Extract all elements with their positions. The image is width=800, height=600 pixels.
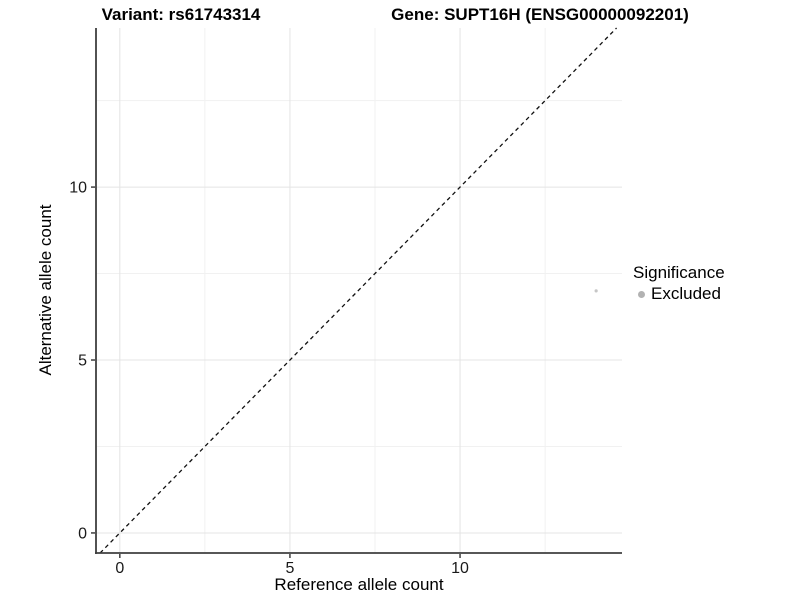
legend-item-label: Excluded (651, 284, 721, 303)
x-tick-label: 10 (451, 560, 469, 577)
identity-line (99, 27, 618, 554)
y-tick-label: 10 (69, 180, 87, 197)
x-axis-title: Reference allele count (274, 575, 444, 594)
y-tick-label: 0 (78, 525, 87, 542)
legend: Significance Excluded (633, 263, 725, 304)
legend-item: Excluded (638, 284, 725, 304)
x-tick-label: 0 (115, 560, 124, 577)
y-tick-label: 5 (78, 353, 87, 370)
legend-point-swatch (638, 290, 645, 298)
legend-title: Significance (633, 263, 725, 282)
legend-items: Excluded (633, 284, 725, 304)
plot-title-variant: Variant: rs61743314 (101, 5, 261, 24)
x-tick-label: 5 (285, 560, 294, 577)
y-axis-title: Alternative allele count (36, 204, 55, 376)
data-point (594, 289, 598, 293)
plot-title-gene: Gene: SUPT16H (ENSG00000092201) (391, 5, 689, 24)
